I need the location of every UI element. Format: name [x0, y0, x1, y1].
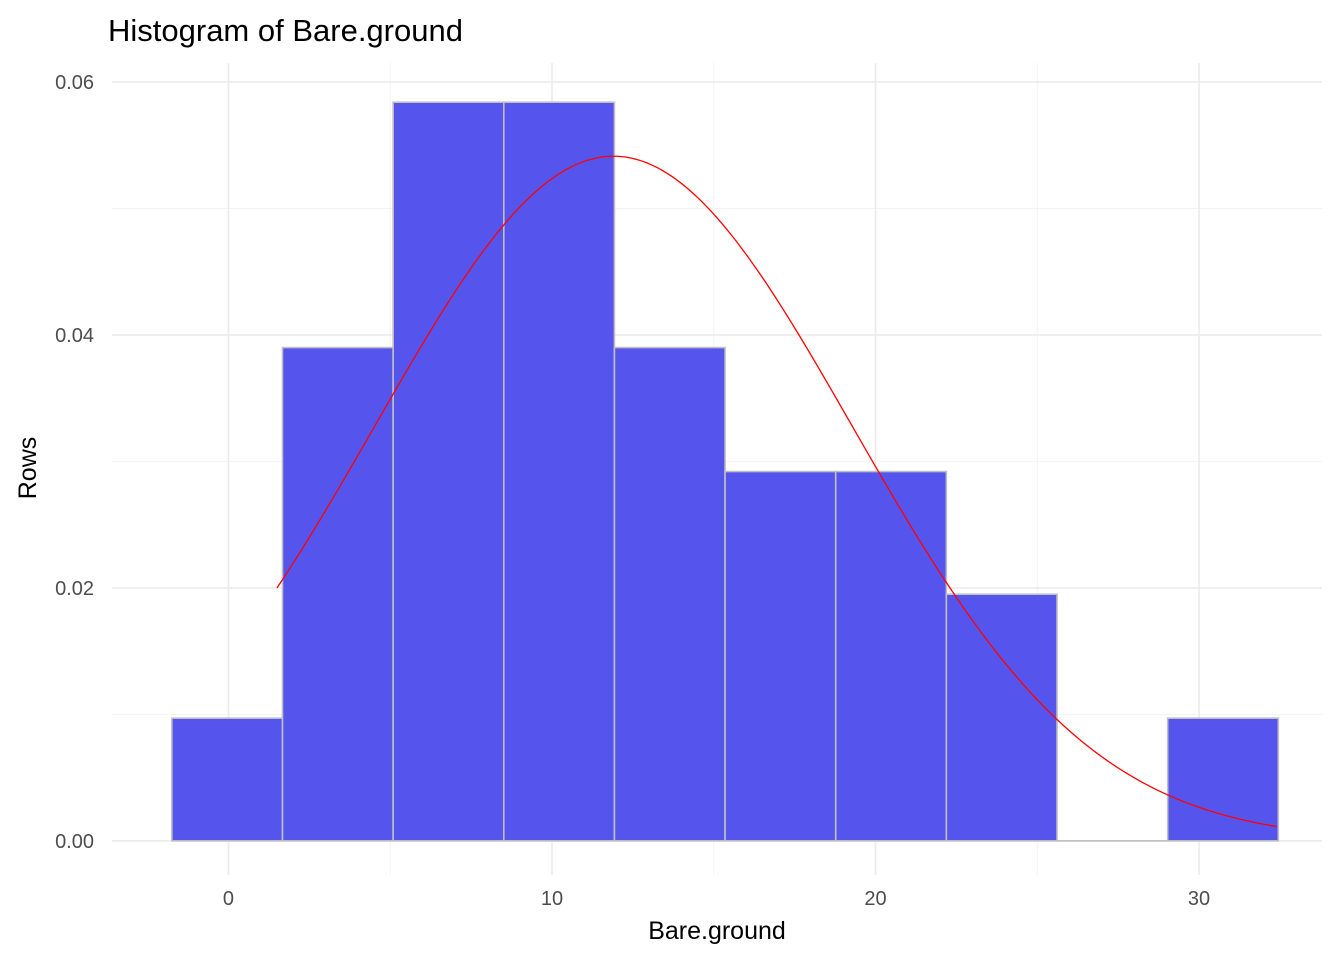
histogram-bar: [392, 101, 505, 842]
histogram-bar: [724, 470, 837, 842]
histogram-bar: [613, 346, 726, 842]
y-tick-label: 0.06: [55, 72, 94, 94]
x-axis-title: Bare.ground: [648, 917, 786, 945]
histogram-bars: [171, 101, 1280, 842]
y-axis-title: Rows: [14, 437, 42, 500]
x-tick-label: 30: [1188, 888, 1210, 910]
histogram-bar: [945, 593, 1058, 842]
histogram-bar: [1166, 717, 1280, 842]
histogram-bar: [281, 346, 394, 842]
x-tick-label: 20: [864, 888, 886, 910]
y-tick-label: 0.04: [55, 325, 94, 347]
y-tick-label: 0.00: [55, 831, 94, 853]
density-curve-layer: [276, 155, 1277, 828]
histogram-bar: [502, 101, 616, 842]
x-tick-label: 0: [223, 888, 234, 910]
density-curve: [276, 155, 1277, 828]
chart-title: Histogram of Bare.ground: [108, 13, 463, 48]
x-tick-label: 10: [541, 888, 563, 910]
histogram-bar: [171, 717, 284, 842]
histogram-bar: [834, 470, 948, 842]
axis-ticks: 0 10 20 30 0.00 0.02 0.04 0.06: [55, 72, 1210, 910]
y-tick-label: 0.02: [55, 578, 94, 600]
